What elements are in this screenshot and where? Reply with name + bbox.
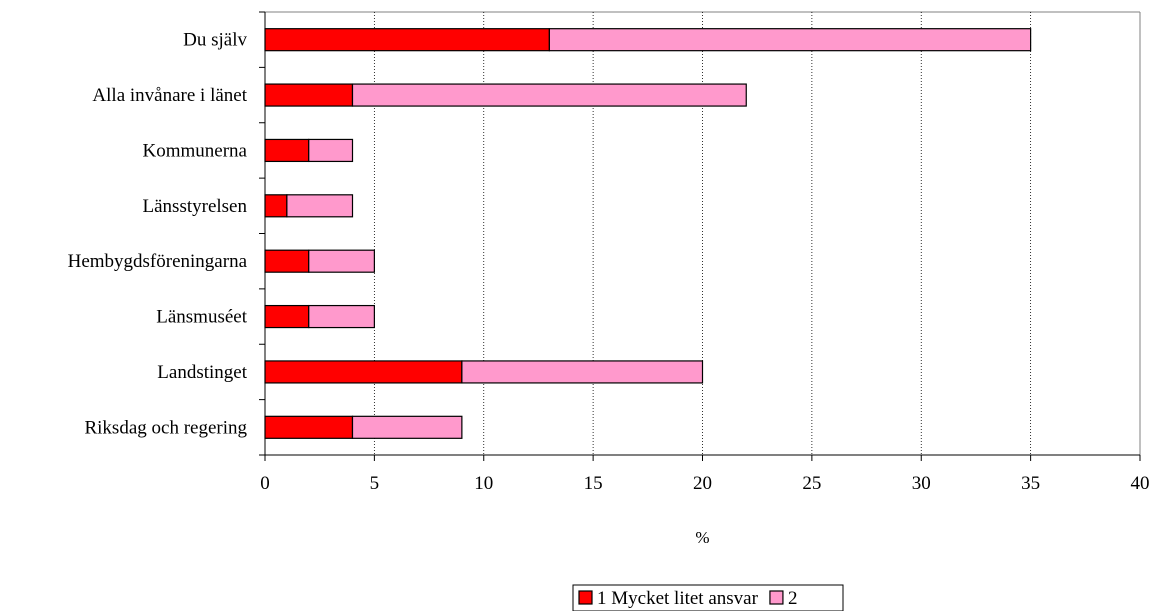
bar-segment-2	[308, 304, 375, 329]
category-label: Riksdag och regering	[84, 417, 247, 438]
bar-segment-1	[264, 304, 310, 329]
legend-label-2: 2	[788, 588, 798, 609]
bar-segment-2	[548, 28, 1032, 52]
x-tick-label: 30	[912, 473, 931, 494]
category-label: Landstinget	[157, 362, 247, 383]
legend-box	[572, 584, 844, 611]
bar-segment-2	[286, 194, 354, 218]
x-tick-label: 15	[584, 473, 603, 494]
x-tick-label: 10	[474, 473, 493, 494]
x-tick-label: 0	[260, 473, 270, 494]
legend: 1 Mycket litet ansvar 2	[572, 584, 844, 611]
bar-segment-1	[264, 249, 310, 273]
bars	[264, 28, 1032, 439]
bar-segment-2	[351, 83, 747, 107]
bar-segment-1	[264, 360, 463, 384]
bar-segment-2	[461, 360, 704, 384]
bar-segment-1	[264, 28, 550, 52]
x-tick-label: 20	[693, 473, 712, 494]
bar-segment-2	[308, 249, 375, 273]
x-tick-label: 35	[1021, 473, 1040, 494]
x-tick-label: 25	[802, 473, 821, 494]
category-label: Länsmuséet	[156, 307, 247, 328]
category-label: Länsstyrelsen	[143, 196, 248, 217]
category-label: Du själv	[183, 30, 247, 51]
bar-segment-1	[264, 138, 310, 163]
x-tick-label: 40	[1131, 473, 1150, 494]
bar-segment-2	[308, 138, 354, 163]
y-axis: Du själv Alla invånare i länet Kommunerna L…	[68, 11, 266, 456]
category-label: Alla invånare i länet	[92, 85, 247, 106]
x-tick-label: 5	[370, 473, 380, 494]
legend-swatch-2	[769, 590, 784, 605]
gridlines	[373, 12, 1032, 455]
bar-segment-1	[264, 83, 354, 107]
category-label: Hembygdsföreningarna	[68, 251, 248, 272]
bar-segment-1	[264, 415, 354, 439]
x-axis-title: %	[695, 528, 709, 547]
category-label: Kommunerna	[143, 140, 248, 161]
legend-label-1: 1 Mycket litet ansvar	[597, 588, 759, 609]
bar-segment-1	[264, 194, 288, 218]
x-axis: 0 5 10 15 20 25 30 35 40	[260, 454, 1150, 494]
bar-segment-2	[351, 415, 463, 439]
legend-swatch-1	[578, 590, 593, 605]
